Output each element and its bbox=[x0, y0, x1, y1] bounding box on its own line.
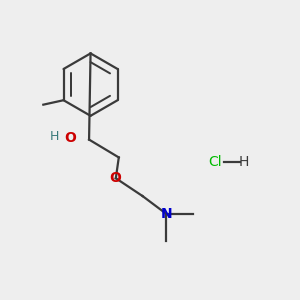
Text: H: H bbox=[238, 155, 249, 169]
Text: Cl: Cl bbox=[208, 155, 222, 169]
Text: O: O bbox=[109, 171, 121, 185]
Text: O: O bbox=[64, 131, 76, 145]
Text: N: N bbox=[160, 207, 172, 221]
Text: H: H bbox=[50, 130, 60, 143]
